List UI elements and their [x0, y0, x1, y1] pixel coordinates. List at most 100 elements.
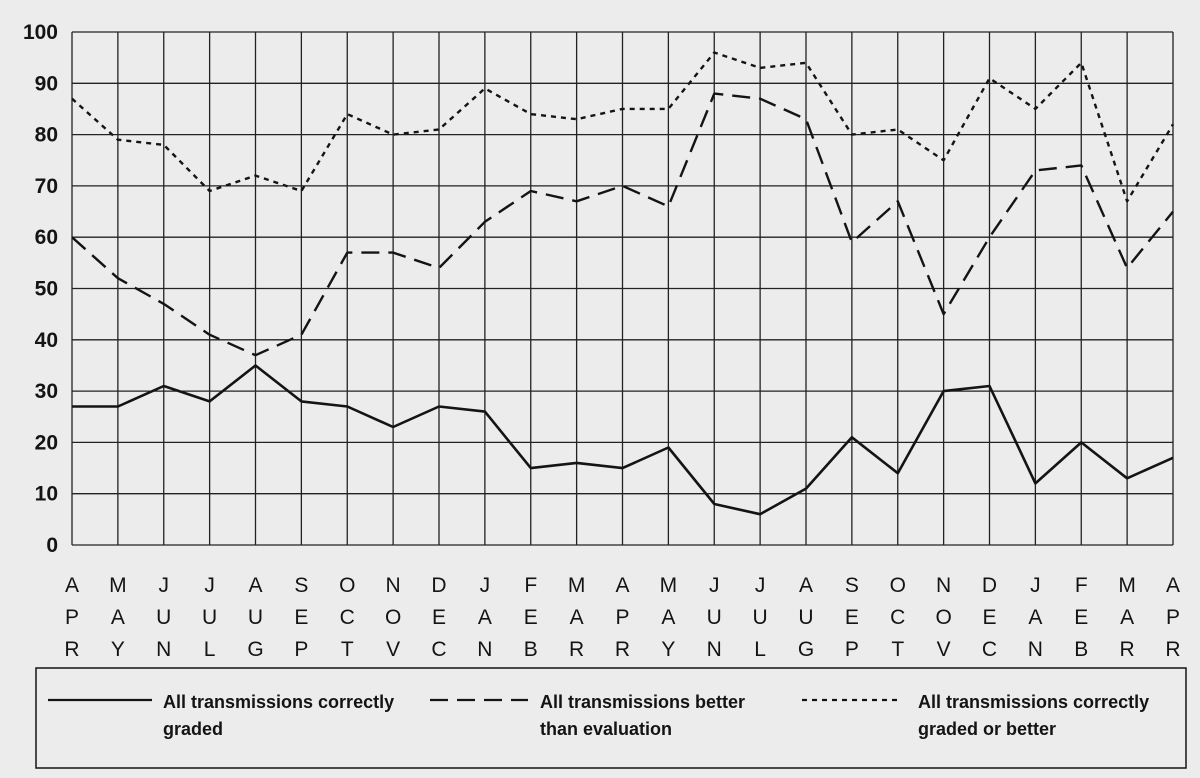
x-tick-label: A: [570, 606, 584, 629]
x-tick-label: V: [386, 638, 400, 661]
x-tick-label: R: [1165, 638, 1180, 661]
x-tick-label: C: [982, 638, 997, 661]
x-tick-label: J: [159, 574, 170, 597]
legend-label: than evaluation: [540, 719, 672, 739]
x-tick-label: R: [615, 638, 630, 661]
x-tick-label: A: [478, 606, 492, 629]
y-tick-label: 100: [23, 21, 58, 44]
x-tick-label: M: [109, 574, 127, 597]
x-tick-label: N: [1028, 638, 1043, 661]
x-tick-label: O: [339, 574, 355, 597]
x-tick-label: S: [845, 574, 859, 597]
x-tick-label: E: [524, 606, 538, 629]
x-tick-label: N: [707, 638, 722, 661]
y-tick-label: 10: [35, 483, 58, 506]
legend-box: [35, 667, 1187, 769]
x-tick-label: Y: [111, 638, 125, 661]
x-axis-tick-labels: APRMAYJUNJULAUGSEPOCTNOVDECJANFEBMARAPRM…: [64, 574, 1180, 661]
x-tick-label: C: [431, 638, 446, 661]
y-axis-tick-labels: 0 10 20 30 40 50 60 70 80 90 100: [23, 21, 58, 557]
x-tick-label: L: [754, 638, 766, 661]
x-tick-label: A: [1166, 574, 1180, 597]
legend-label: All transmissions correctly: [163, 692, 394, 712]
x-tick-label: M: [1118, 574, 1136, 597]
x-tick-label: A: [111, 606, 125, 629]
x-tick-label: P: [845, 638, 859, 661]
x-tick-label: U: [798, 606, 813, 629]
x-tick-label: B: [524, 638, 538, 661]
legend-label: All transmissions correctly: [918, 692, 1149, 712]
x-tick-label: J: [1030, 574, 1041, 597]
x-tick-label: R: [569, 638, 584, 661]
x-tick-label: E: [294, 606, 308, 629]
x-tick-label: C: [340, 606, 355, 629]
y-tick-label: 70: [35, 175, 58, 198]
y-tick-label: 50: [35, 278, 58, 301]
x-tick-label: R: [64, 638, 79, 661]
y-tick-label: 40: [35, 329, 58, 352]
x-tick-label: G: [798, 638, 814, 661]
x-tick-label: O: [890, 574, 906, 597]
x-tick-label: N: [156, 638, 171, 661]
x-tick-label: R: [1120, 638, 1135, 661]
x-tick-label: T: [341, 638, 354, 661]
x-tick-label: A: [248, 574, 262, 597]
x-tick-label: P: [615, 606, 629, 629]
x-tick-label: U: [707, 606, 722, 629]
x-tick-label: P: [294, 638, 308, 661]
legend-label: All transmissions better: [540, 692, 745, 712]
x-tick-label: N: [386, 574, 401, 597]
x-tick-label: U: [202, 606, 217, 629]
x-tick-label: J: [709, 574, 720, 597]
x-tick-label: N: [477, 638, 492, 661]
x-tick-label: E: [432, 606, 446, 629]
series-line-dotted: [71, 51, 1175, 203]
x-tick-label: A: [799, 574, 813, 597]
series-line-solid: [72, 364, 1174, 516]
data-series: [71, 51, 1175, 516]
x-tick-label: M: [660, 574, 678, 597]
x-tick-label: A: [615, 574, 629, 597]
legend-label: graded: [163, 719, 223, 739]
x-tick-label: J: [480, 574, 491, 597]
x-tick-label: P: [65, 606, 79, 629]
x-tick-label: E: [982, 606, 996, 629]
x-tick-label: B: [1074, 638, 1088, 661]
x-tick-label: E: [845, 606, 859, 629]
x-tick-label: O: [935, 606, 951, 629]
x-tick-label: Y: [661, 638, 675, 661]
x-tick-label: A: [1120, 606, 1134, 629]
legend: All transmissions correctly graded All tra…: [35, 667, 1187, 769]
y-tick-label: 90: [35, 72, 58, 95]
x-tick-label: L: [204, 638, 216, 661]
y-tick-label: 20: [35, 431, 58, 454]
x-tick-label: J: [204, 574, 215, 597]
y-tick-label: 80: [35, 124, 58, 147]
x-tick-label: C: [890, 606, 905, 629]
x-tick-label: A: [1028, 606, 1042, 629]
x-tick-label: P: [1166, 606, 1180, 629]
x-tick-label: A: [65, 574, 79, 597]
x-tick-label: G: [247, 638, 263, 661]
x-tick-label: U: [248, 606, 263, 629]
x-tick-label: U: [753, 606, 768, 629]
x-tick-label: F: [1075, 574, 1088, 597]
x-tick-label: J: [755, 574, 766, 597]
x-tick-label: V: [937, 638, 951, 661]
x-tick-label: F: [524, 574, 537, 597]
x-tick-label: D: [431, 574, 446, 597]
x-tick-label: T: [891, 638, 904, 661]
gridlines: [71, 31, 1174, 546]
x-tick-label: D: [982, 574, 997, 597]
x-tick-label: N: [936, 574, 951, 597]
x-tick-label: U: [156, 606, 171, 629]
series-line-dashed: [71, 92, 1174, 357]
x-tick-label: M: [568, 574, 586, 597]
y-tick-label: 60: [35, 226, 58, 249]
x-tick-label: E: [1074, 606, 1088, 629]
x-tick-label: A: [661, 606, 675, 629]
x-tick-label: O: [385, 606, 401, 629]
y-tick-label: 30: [35, 380, 58, 403]
legend-label: graded or better: [918, 719, 1056, 739]
